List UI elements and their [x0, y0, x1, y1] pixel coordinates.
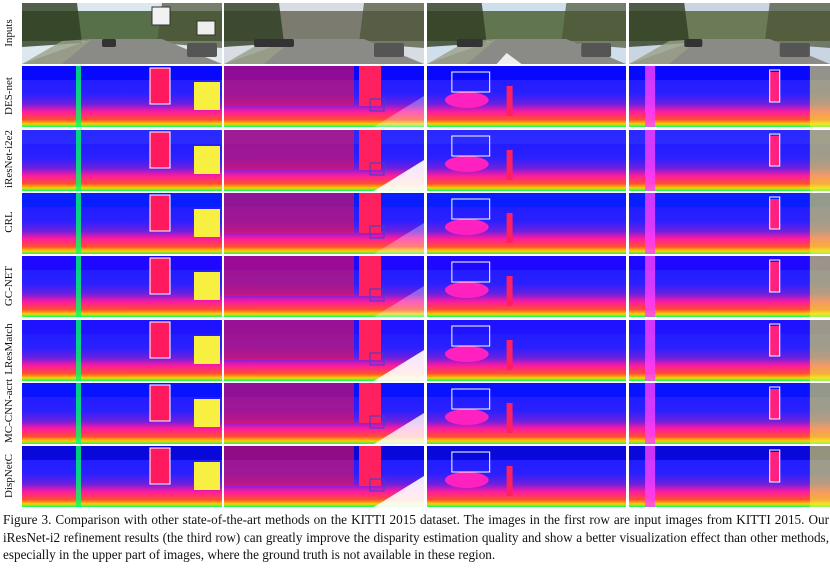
disparity-map: [224, 319, 424, 381]
disparity-map: [629, 192, 830, 254]
disparity-map: [629, 446, 830, 508]
disparity-map: [224, 66, 424, 128]
disparity-map: [224, 256, 424, 318]
disparity-map: [629, 319, 830, 381]
disparity-map: [427, 66, 626, 128]
disparity-map: [224, 382, 424, 444]
input-image: [629, 3, 830, 64]
disparity-map: [22, 382, 222, 444]
disparity-map: [22, 256, 222, 318]
caption-text: Figure 3. Comparison with other state-of…: [3, 512, 829, 562]
disparity-map: [629, 382, 830, 444]
input-image: [427, 3, 626, 64]
comparison-figure: Inputs DES-net iResNet-i2e2 CRL GC-NET LResMa…: [3, 3, 830, 508]
row-label: iResNet-i2e2: [3, 130, 15, 189]
disparity-map: [224, 129, 424, 191]
disparity-map: [224, 446, 424, 508]
disparity-map: [427, 256, 626, 318]
disparity-map: [427, 192, 626, 254]
disparity-map: [427, 382, 626, 444]
figure-caption: Figure 3. Comparison with other state-of…: [3, 511, 829, 564]
disparity-map: [22, 129, 222, 191]
input-image: [22, 3, 222, 64]
disparity-map: [629, 129, 830, 191]
disparity-map: [22, 446, 222, 508]
row-label: Inputs: [3, 18, 15, 47]
row-label: DispNetC: [3, 453, 15, 498]
disparity-map: [224, 192, 424, 254]
row-label: GC-NET: [3, 265, 15, 306]
disparity-map: [427, 129, 626, 191]
row-label: MC-CNN-acrt: [3, 379, 15, 444]
disparity-map: [22, 319, 222, 381]
row-label: LResMatch: [3, 323, 15, 375]
row-label: DES-net: [3, 76, 15, 115]
disparity-map: [629, 66, 830, 128]
disparity-map: [427, 446, 626, 508]
row-label: CRL: [3, 211, 15, 234]
disparity-map: [629, 256, 830, 318]
disparity-map: [427, 319, 626, 381]
input-image: [224, 3, 424, 64]
disparity-map: [22, 66, 222, 128]
disparity-map: [22, 192, 222, 254]
